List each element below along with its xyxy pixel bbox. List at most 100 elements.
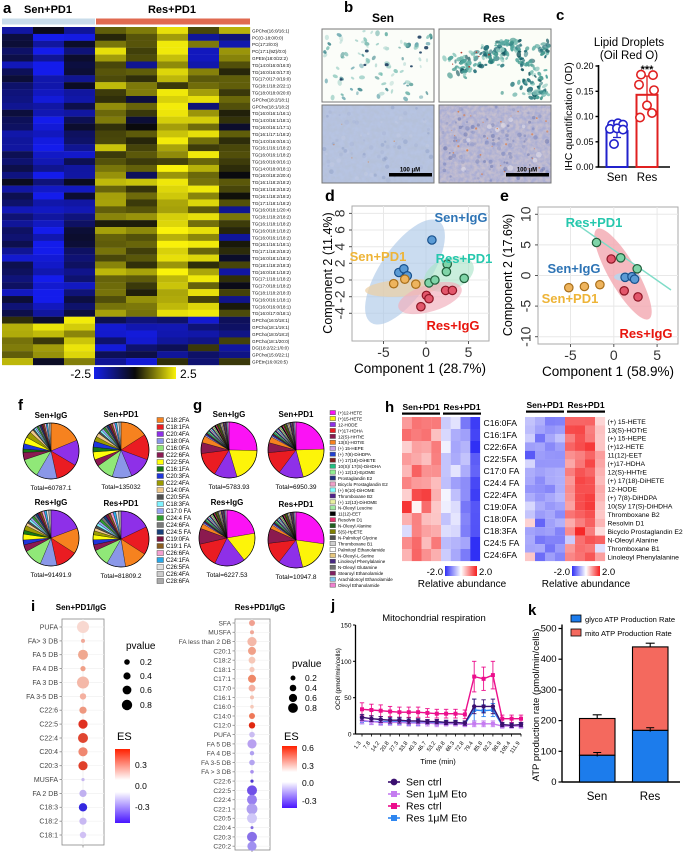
svg-text:20.8: 20.8: [380, 741, 391, 753]
svg-text:TG(14:0/16:1/18:1): TG(14:0/16:1/18:1): [252, 118, 291, 123]
svg-text:TG(16:0/16:1/17:1): TG(16:0/16:1/17:1): [252, 125, 291, 130]
svg-text:Total=6227.53: Total=6227.53: [206, 572, 247, 579]
svg-text:TG(16:0/16:0/17:0): TG(16:0/16:0/17:0): [252, 70, 291, 75]
svg-text:Sen+PD1: Sen+PD1: [526, 400, 563, 410]
svg-text:GPCho(18:2/18:1): GPCho(18:2/18:1): [252, 97, 290, 102]
svg-text:-5: -5: [377, 344, 390, 360]
svg-text:C17:0 FA: C17:0 FA: [484, 466, 520, 476]
svg-text:N-Oleoyl Alanine: N-Oleoyl Alanine: [608, 537, 659, 544]
svg-text:Thromboxane B2: Thromboxane B2: [608, 512, 660, 519]
svg-text:C24:4 FA: C24:4 FA: [484, 478, 520, 488]
svg-text:(+) 12(13)-EpOME: (+) 12(13)-EpOME: [338, 470, 375, 475]
svg-text:N-Oleoyl Glutamine: N-Oleoyl Glutamine: [338, 565, 378, 570]
svg-text:-2.0: -2.0: [427, 567, 443, 578]
svg-text:C22:5: C22:5: [39, 722, 58, 729]
svg-text:TG(17:1/18:1/18:2): TG(17:1/18:1/18:2): [252, 277, 291, 282]
svg-text:C22:4FA: C22:4FA: [166, 481, 189, 487]
svg-text:PC(17:1(9Z)/0:0): PC(17:1(9Z)/0:0): [252, 49, 287, 54]
svg-text:0.4: 0.4: [140, 671, 152, 681]
svg-text:Res+PD1: Res+PD1: [148, 4, 196, 16]
svg-text:a: a: [3, 0, 12, 17]
svg-text:C20:2: C20:2: [213, 844, 231, 851]
svg-text:Time (min): Time (min): [420, 757, 456, 766]
svg-text:C28:6FA: C28:6FA: [166, 579, 189, 585]
svg-text:(+) 15-HEPE: (+) 15-HEPE: [338, 446, 364, 451]
svg-text:TG(18:1/18:2/18:2): TG(18:1/18:2/18:2): [252, 187, 291, 192]
svg-text:0.6: 0.6: [305, 693, 317, 703]
svg-text:Sen+IgG: Sen+IgG: [547, 261, 600, 276]
svg-text:66.3: 66.3: [445, 741, 456, 753]
svg-text:TG(18:0/18:0/20:0): TG(18:0/18:0/20:0): [252, 90, 291, 95]
svg-text:46.7: 46.7: [417, 741, 428, 753]
svg-text:C22:4: C22:4: [39, 735, 58, 742]
svg-text:Total=81809.2: Total=81809.2: [100, 573, 141, 580]
svg-text:0: 0: [422, 344, 430, 360]
svg-text:C16:0FA: C16:0FA: [166, 446, 189, 452]
svg-text:50: 50: [344, 695, 352, 702]
svg-text:500: 500: [541, 624, 557, 635]
svg-text:TG(16:1/16:1/18:2): TG(16:1/16:1/18:2): [252, 146, 291, 151]
svg-text:FA 3 DB: FA 3 DB: [32, 680, 58, 687]
svg-text:Prostaglandin E2: Prostaglandin E2: [338, 476, 373, 481]
svg-text:0.6: 0.6: [140, 685, 152, 695]
svg-text:C12:0: C12:0: [213, 723, 231, 730]
svg-text:(+) 17(18)-DiHETE: (+) 17(18)-DiHETE: [338, 458, 376, 463]
svg-text:Thromboxane B1: Thromboxane B1: [608, 546, 660, 553]
svg-text:Thromboxane B2: Thromboxane B2: [338, 494, 373, 499]
svg-text:GPCho(15:0/22:1): GPCho(15:0/22:1): [252, 353, 290, 358]
svg-text:c: c: [556, 7, 564, 24]
svg-text:Res 1μM Eto: Res 1μM Eto: [406, 813, 467, 825]
svg-text:27.3: 27.3: [389, 741, 400, 753]
svg-text:***: ***: [641, 64, 655, 76]
svg-text:C18:3: C18:3: [39, 805, 58, 812]
svg-text:0.8: 0.8: [305, 703, 317, 713]
svg-text:TG(16:0/16:1/18:1): TG(16:0/16:1/18:1): [252, 297, 291, 302]
svg-text:C18:1: C18:1: [39, 832, 58, 839]
svg-text:6: 6: [332, 226, 348, 234]
svg-text:10(S)/ 17(S)-DiHDHA: 10(S)/ 17(S)-DiHDHA: [608, 504, 673, 511]
svg-text:0.2: 0.2: [305, 673, 317, 683]
svg-text:C18:1FA: C18:1FA: [166, 425, 189, 431]
svg-text:ES: ES: [284, 731, 299, 743]
svg-text:13(S)-HOTrE: 13(S)-HOTrE: [608, 427, 648, 434]
svg-text:100 μM: 100 μM: [400, 168, 420, 174]
svg-text:79.4: 79.4: [464, 741, 475, 753]
svg-text:100: 100: [341, 659, 352, 666]
svg-text:Resolvin D1: Resolvin D1: [338, 518, 363, 523]
svg-text:FA less than 2 DB: FA less than 2 DB: [179, 639, 232, 646]
svg-text:C26:5FA: C26:5FA: [166, 565, 189, 571]
svg-text:C24:6FA: C24:6FA: [166, 523, 189, 529]
svg-text:(+)12-HETE: (+)12-HETE: [608, 444, 645, 451]
svg-text:-2.0: -2.0: [554, 567, 570, 578]
svg-text:C19:0FA: C19:0FA: [484, 502, 518, 512]
svg-text:C16:1FA: C16:1FA: [166, 467, 189, 473]
svg-text:Relative abundance: Relative abundance: [542, 579, 631, 590]
svg-text:Sen+PD1: Sen+PD1: [350, 249, 407, 264]
svg-text:PC(O-18:0/0:0): PC(O-18:0/0:0): [252, 35, 284, 40]
svg-text:d: d: [325, 188, 335, 205]
svg-text:TG(14:0/16:0/16:0): TG(14:0/16:0/16:0): [252, 63, 291, 68]
svg-text:-0.3: -0.3: [135, 802, 150, 812]
svg-text:j: j: [330, 597, 335, 614]
svg-text:TG(14:0/18:0/18:1): TG(14:0/18:0/18:1): [252, 166, 291, 171]
svg-text:DG(18:2/22:1/0:0): DG(18:2/22:1/0:0): [252, 346, 289, 351]
svg-text:Palmitoyl Ethanolamide: Palmitoyl Ethanolamide: [338, 547, 386, 552]
svg-text:92.3: 92.3: [482, 741, 493, 753]
svg-text:(+)12-HETE: (+)12-HETE: [338, 411, 362, 416]
svg-text:12(S)-HHTrE: 12(S)-HHTrE: [338, 434, 364, 439]
svg-text:0.05: 0.05: [576, 137, 594, 147]
svg-text:FA> 3 DB: FA> 3 DB: [28, 638, 58, 645]
svg-text:OCR (pmol/min/cells): OCR (pmol/min/cells): [335, 648, 342, 710]
svg-text:N-Oleoyl Leucine: N-Oleoyl Leucine: [338, 506, 373, 511]
svg-text:Sen+PD1: Sen+PD1: [24, 4, 72, 16]
svg-text:C20:5FA: C20:5FA: [166, 495, 189, 501]
svg-text:TG(18:1/18:2/18:3): TG(18:1/18:2/18:3): [252, 291, 291, 296]
svg-text:(+)15-HETE: (+)15-HETE: [338, 416, 362, 421]
svg-text:Res+PD1: Res+PD1: [443, 402, 480, 412]
svg-text:Res+PD1: Res+PD1: [567, 400, 604, 410]
svg-text:TG(16:1/18:1/18:2): TG(16:1/18:1/18:2): [252, 222, 291, 227]
svg-text:C18:2FA: C18:2FA: [166, 418, 189, 424]
svg-text:59.8: 59.8: [436, 741, 447, 753]
svg-text:C20:1: C20:1: [213, 648, 231, 655]
svg-text:TG(18:1/18:2/18:3): TG(18:1/18:2/18:3): [252, 263, 291, 268]
